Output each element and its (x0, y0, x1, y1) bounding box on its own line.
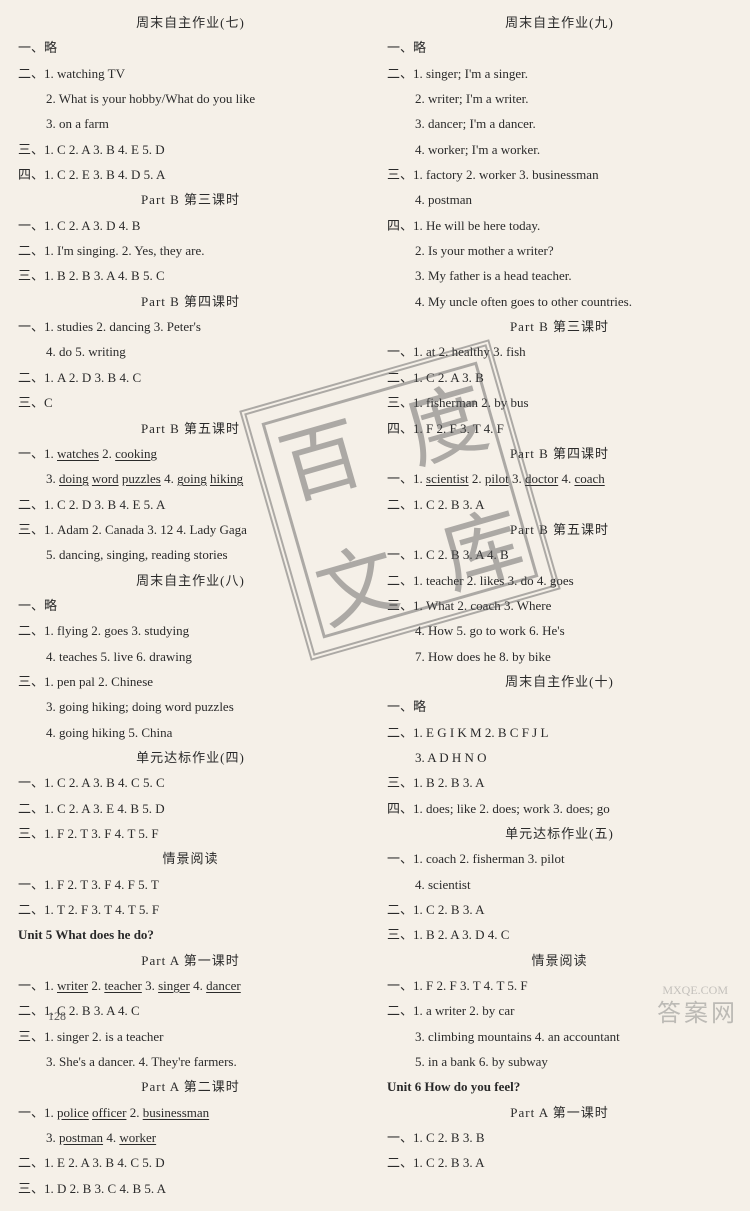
line: 一、1. coach 2. fisherman 3. pilot (387, 846, 732, 871)
line: 一、1. police officer 2. businessman (18, 1100, 363, 1125)
line: 二、1. E G I K M 2. B C F J L (387, 720, 732, 745)
line: 三、1. Adam 2. Canada 3. 12 4. Lady Gaga (18, 517, 363, 542)
heading-partb3: Part B 第三课时 (387, 314, 732, 339)
heading-unit6: Unit 6 How do you feel? (387, 1074, 732, 1099)
left-column: 周末自主作业(七) 一、略 二、1. watching TV 2. What i… (18, 10, 363, 1201)
line: 2. writer; I'm a writer. (387, 86, 732, 111)
line: 3. doing word puzzles 4. going hiking (18, 466, 363, 491)
line: 一、1. C 2. A 3. B 4. C 5. C (18, 770, 363, 795)
heading-partb3: Part B 第三课时 (18, 187, 363, 212)
line: 二、1. C 2. A 3. B (387, 365, 732, 390)
watermark-text: 答案网 (657, 993, 738, 1028)
line: 一、1. C 2. A 3. D 4. B (18, 213, 363, 238)
line: 一、1. at 2. healthy 3. fish (387, 339, 732, 364)
heading-scene: 情景阅读 (387, 948, 732, 973)
line: 3. going hiking; doing word puzzles (18, 694, 363, 719)
heading-unit4: 单元达标作业(四) (18, 745, 363, 770)
line: 7. How does he 8. by bike (387, 644, 732, 669)
line: 一、1. studies 2. dancing 3. Peter's (18, 314, 363, 339)
line: 一、略 (387, 35, 732, 60)
heading-week10: 周末自主作业(十) (387, 669, 732, 694)
line: 三、1. What 2. coach 3. Where (387, 593, 732, 618)
line: 3. She's a dancer. 4. They're farmers. (18, 1049, 363, 1074)
line: 一、1. C 2. B 3. B (387, 1125, 732, 1150)
line: 二、1. watching TV (18, 61, 363, 86)
heading-partb5: Part B 第五课时 (387, 517, 732, 542)
line: 三、1. B 2. B 3. A 4. B 5. C (18, 263, 363, 288)
heading-parta1: Part A 第一课时 (387, 1100, 732, 1125)
line: 三、1. fisherman 2. by bus (387, 390, 732, 415)
line: 三、1. F 2. T 3. F 4. T 5. F (18, 821, 363, 846)
line: 三、1. D 2. B 3. C 4. B 5. A (18, 1176, 363, 1201)
heading-week9: 周末自主作业(九) (387, 10, 732, 35)
heading-partb4: Part B 第四课时 (18, 289, 363, 314)
heading-unit5: Unit 5 What does he do? (18, 922, 363, 947)
page: 周末自主作业(七) 一、略 二、1. watching TV 2. What i… (0, 0, 750, 1211)
line: 三、1. pen pal 2. Chinese (18, 669, 363, 694)
line: 二、1. teacher 2. likes 3. do 4. goes (387, 568, 732, 593)
heading-scene: 情景阅读 (18, 846, 363, 871)
line: 一、1. F 2. T 3. F 4. F 5. T (18, 872, 363, 897)
line: 三、1. factory 2. worker 3. businessman (387, 162, 732, 187)
line: 四、1. C 2. E 3. B 4. D 5. A (18, 162, 363, 187)
line: 4. How 5. go to work 6. He's (387, 618, 732, 643)
line: 四、1. does; like 2. does; work 3. does; g… (387, 796, 732, 821)
line: 三、1. B 2. A 3. D 4. C (387, 922, 732, 947)
line: 4. My uncle often goes to other countrie… (387, 289, 732, 314)
line: 3. postman 4. worker (18, 1125, 363, 1150)
line: 一、略 (18, 593, 363, 618)
line: 4. postman (387, 187, 732, 212)
line: 二、1. C 2. B 3. A (387, 492, 732, 517)
line: 二、1. A 2. D 3. B 4. C (18, 365, 363, 390)
heading-week8: 周末自主作业(八) (18, 568, 363, 593)
line: 一、1. writer 2. teacher 3. singer 4. danc… (18, 973, 363, 998)
line: 一、略 (18, 35, 363, 60)
line: 2. What is your hobby/What do you like (18, 86, 363, 111)
heading-unit5test: 单元达标作业(五) (387, 821, 732, 846)
heading-week7: 周末自主作业(七) (18, 10, 363, 35)
line: 二、1. C 2. D 3. B 4. E 5. A (18, 492, 363, 517)
line: 一、1. watches 2. cooking (18, 441, 363, 466)
line: 二、1. C 2. B 3. A (387, 1150, 732, 1175)
line: 三、1. singer 2. is a teacher (18, 1024, 363, 1049)
line: 二、1. C 2. B 3. A 4. C (18, 998, 363, 1023)
line: 二、1. I'm singing. 2. Yes, they are. (18, 238, 363, 263)
line: 3. A D H N O (387, 745, 732, 770)
line: 3. My father is a head teacher. (387, 263, 732, 288)
line: 三、1. B 2. B 3. A (387, 770, 732, 795)
line: 4. worker; I'm a worker. (387, 137, 732, 162)
line: 二、1. T 2. F 3. T 4. T 5. F (18, 897, 363, 922)
heading-parta1: Part A 第一课时 (18, 948, 363, 973)
heading-partb4: Part B 第四课时 (387, 441, 732, 466)
line: 三、1. C 2. A 3. B 4. E 5. D (18, 137, 363, 162)
line: 三、C (18, 390, 363, 415)
line: 4. do 5. writing (18, 339, 363, 364)
line: 二、1. C 2. B 3. A (387, 897, 732, 922)
line: 一、1. scientist 2. pilot 3. doctor 4. coa… (387, 466, 732, 491)
heading-partb5: Part B 第五课时 (18, 416, 363, 441)
line: 二、1. C 2. A 3. E 4. B 5. D (18, 796, 363, 821)
line: 二、1. E 2. A 3. B 4. C 5. D (18, 1150, 363, 1175)
line: 一、1. C 2. B 3. A 4. B (387, 542, 732, 567)
line: 3. on a farm (18, 111, 363, 136)
line: 二、1. flying 2. goes 3. studying (18, 618, 363, 643)
line: 四、1. He will be here today. (387, 213, 732, 238)
line: 3. dancer; I'm a dancer. (387, 111, 732, 136)
line: 4. scientist (387, 872, 732, 897)
line: 四、1. F 2. F 3. T 4. F (387, 416, 732, 441)
line: 4. going hiking 5. China (18, 720, 363, 745)
line: 2. Is your mother a writer? (387, 238, 732, 263)
page-number: 128 (48, 1009, 66, 1024)
line: 5. in a bank 6. by subway (387, 1049, 732, 1074)
line: 二、1. singer; I'm a singer. (387, 61, 732, 86)
line: 一、略 (387, 694, 732, 719)
line: 4. teaches 5. live 6. drawing (18, 644, 363, 669)
line: 5. dancing, singing, reading stories (18, 542, 363, 567)
heading-parta2: Part A 第二课时 (18, 1074, 363, 1099)
